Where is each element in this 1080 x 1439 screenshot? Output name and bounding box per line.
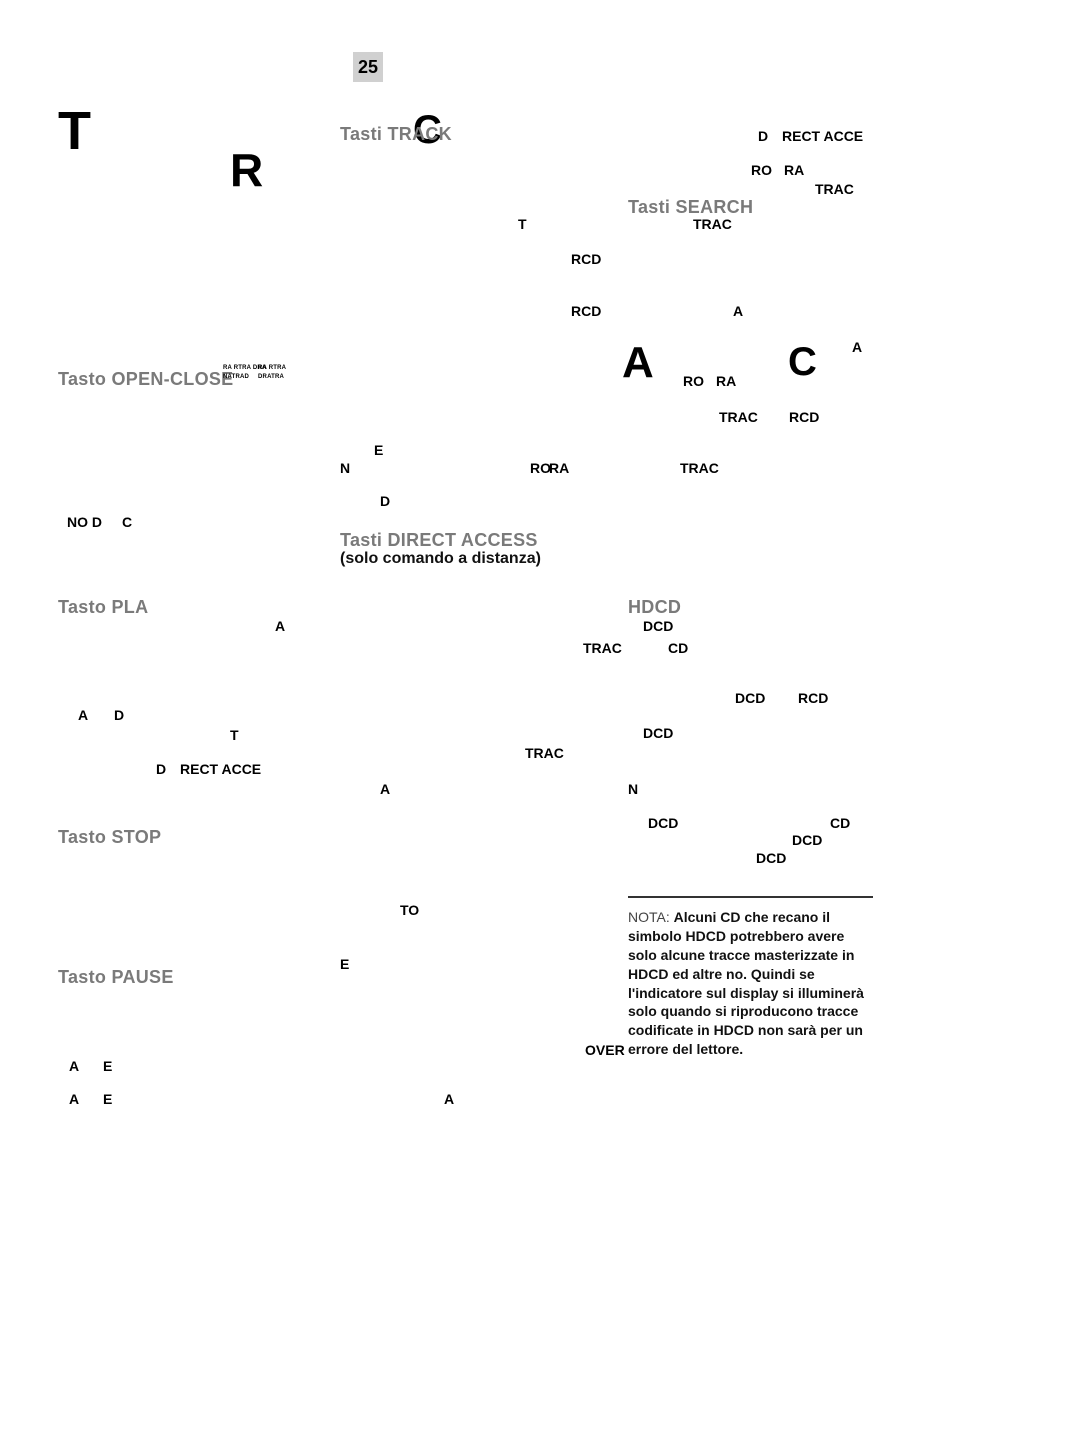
- big-letter-c2: C: [788, 340, 817, 385]
- frag-dcd6: DCD: [756, 850, 786, 866]
- frag-cd2: CD: [830, 815, 850, 831]
- tiny-d: DRATRA: [258, 374, 284, 381]
- frag-d4: D: [156, 761, 166, 777]
- heading-over: OVER: [585, 1042, 625, 1058]
- heading-open-close: Tasto OPEN-CLOSE: [58, 369, 233, 390]
- frag-trac2: TRAC: [693, 216, 732, 232]
- frag-rcd2: RCD: [571, 303, 601, 319]
- frag-a4: A: [380, 781, 390, 797]
- note-box: NOTA: Alcuni CD che recano il simbolo HD…: [628, 896, 873, 1059]
- big-letter-t: T: [58, 100, 91, 162]
- frag-trac6: TRAC: [525, 745, 564, 761]
- frag-ra3: RA: [549, 460, 569, 476]
- manual-page: 25 T R C A C Tasti TRACK Tasti SEARCH Ta…: [0, 0, 1080, 1439]
- frag-a6: A: [69, 1091, 79, 1107]
- frag-a-small: A: [852, 339, 862, 355]
- tiny-b: RA RTRA: [258, 365, 286, 372]
- frag-a5: A: [69, 1058, 79, 1074]
- tiny-c: NATRAD: [223, 374, 249, 381]
- frag-rcd4: RCD: [798, 690, 828, 706]
- frag-n2: N: [628, 781, 638, 797]
- heading-tasti-track: Tasti TRACK: [340, 124, 452, 145]
- heading-tasti-search: Tasti SEARCH: [628, 197, 753, 218]
- frag-a1: A: [733, 303, 743, 319]
- frag-e2: E: [340, 956, 349, 972]
- heading-tasto-pause: Tasto PAUSE: [58, 967, 174, 988]
- frag-e1: E: [374, 442, 383, 458]
- heading-tasto-stop: Tasto STOP: [58, 827, 161, 848]
- frag-ro3: RO: [530, 460, 551, 476]
- frag-trac4: TRAC: [680, 460, 719, 476]
- frag-trac3: TRAC: [719, 409, 758, 425]
- note-body: Alcuni CD che recano il simbolo HDCD pot…: [628, 909, 864, 1057]
- frag-rectacce2: RECT ACCE: [180, 761, 261, 777]
- frag-d3: D: [114, 707, 124, 723]
- frag-e3: E: [103, 1058, 112, 1074]
- frag-c1: C: [122, 514, 132, 530]
- frag-d1: D: [758, 128, 768, 144]
- big-letter-r: R: [230, 143, 263, 197]
- frag-rcd1: RCD: [571, 251, 601, 267]
- heading-direct-sub: (solo comando a distanza): [340, 550, 541, 568]
- frag-dcd2: DCD: [643, 725, 673, 741]
- frag-to: TO: [400, 902, 419, 918]
- frag-ra1: RA: [784, 162, 804, 178]
- frag-dcd5: DCD: [792, 832, 822, 848]
- frag-dcd3: DCD: [735, 690, 765, 706]
- frag-dcd4: DCD: [648, 815, 678, 831]
- frag-n1: N: [340, 460, 350, 476]
- frag-dcd1: DCD: [643, 618, 673, 634]
- page-number: 25: [353, 52, 383, 82]
- heading-direct-access: Tasti DIRECT ACCESS: [340, 530, 538, 551]
- frag-a7: A: [444, 1091, 454, 1107]
- frag-nod: NO D: [67, 514, 102, 530]
- frag-cd1: CD: [668, 640, 688, 656]
- frag-e4: E: [103, 1091, 112, 1107]
- frag-t1: T: [518, 216, 527, 232]
- frag-d2: D: [380, 493, 390, 509]
- frag-rectacce1: RECT ACCE: [782, 128, 863, 144]
- frag-trac1: TRAC: [815, 181, 854, 197]
- frag-ra2: RA: [716, 373, 736, 389]
- frag-rcd3: RCD: [789, 409, 819, 425]
- frag-a3: A: [78, 707, 88, 723]
- frag-t2: T: [230, 727, 239, 743]
- frag-trac5: TRAC: [583, 640, 622, 656]
- note-label: NOTA:: [628, 909, 670, 925]
- frag-ro1: RO: [751, 162, 772, 178]
- frag-a2: A: [275, 618, 285, 634]
- big-letter-a: A: [622, 338, 654, 388]
- frag-ro2: RO: [683, 373, 704, 389]
- heading-hdcd: HDCD: [628, 597, 681, 618]
- heading-tasto-pla: Tasto PLA: [58, 597, 148, 618]
